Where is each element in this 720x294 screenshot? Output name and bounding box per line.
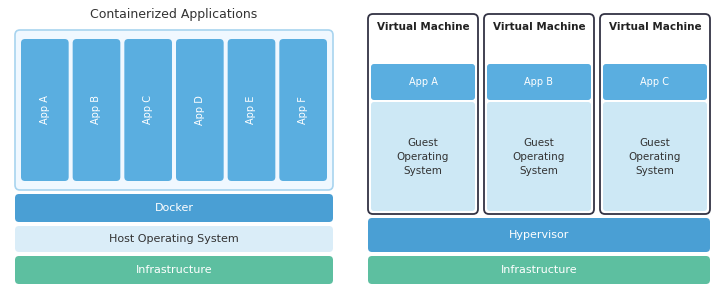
FancyBboxPatch shape [15, 194, 333, 222]
Text: Docker: Docker [155, 203, 194, 213]
Text: App F: App F [298, 96, 308, 124]
FancyBboxPatch shape [368, 256, 710, 284]
Text: Hypervisor: Hypervisor [509, 230, 570, 240]
FancyBboxPatch shape [15, 256, 333, 284]
Text: Containerized Applications: Containerized Applications [91, 8, 258, 21]
FancyBboxPatch shape [73, 39, 120, 181]
Text: Virtual Machine: Virtual Machine [377, 22, 469, 32]
FancyBboxPatch shape [371, 102, 475, 211]
Text: Infrastructure: Infrastructure [500, 265, 577, 275]
Text: App A: App A [408, 77, 438, 87]
FancyBboxPatch shape [21, 39, 68, 181]
Text: Guest
Operating
System: Guest Operating System [397, 138, 449, 176]
FancyBboxPatch shape [487, 102, 591, 211]
Text: App C: App C [641, 77, 670, 87]
Text: Host Operating System: Host Operating System [109, 234, 239, 244]
FancyBboxPatch shape [484, 14, 594, 214]
FancyBboxPatch shape [15, 226, 333, 252]
FancyBboxPatch shape [279, 39, 327, 181]
FancyBboxPatch shape [600, 14, 710, 214]
Text: App B: App B [524, 77, 554, 87]
FancyBboxPatch shape [603, 102, 707, 211]
FancyBboxPatch shape [228, 39, 275, 181]
Text: Virtual Machine: Virtual Machine [492, 22, 585, 32]
FancyBboxPatch shape [371, 64, 475, 100]
FancyBboxPatch shape [15, 30, 333, 190]
Text: Guest
Operating
System: Guest Operating System [629, 138, 681, 176]
FancyBboxPatch shape [176, 39, 224, 181]
FancyBboxPatch shape [603, 64, 707, 100]
Text: App C: App C [143, 96, 153, 124]
Text: Guest
Operating
System: Guest Operating System [513, 138, 565, 176]
Text: Infrastructure: Infrastructure [135, 265, 212, 275]
Text: App B: App B [91, 96, 102, 124]
Text: App A: App A [40, 96, 50, 124]
FancyBboxPatch shape [125, 39, 172, 181]
Text: App E: App E [246, 96, 256, 124]
Text: App D: App D [195, 95, 204, 125]
Text: Virtual Machine: Virtual Machine [608, 22, 701, 32]
FancyBboxPatch shape [487, 64, 591, 100]
FancyBboxPatch shape [368, 14, 478, 214]
FancyBboxPatch shape [368, 218, 710, 252]
